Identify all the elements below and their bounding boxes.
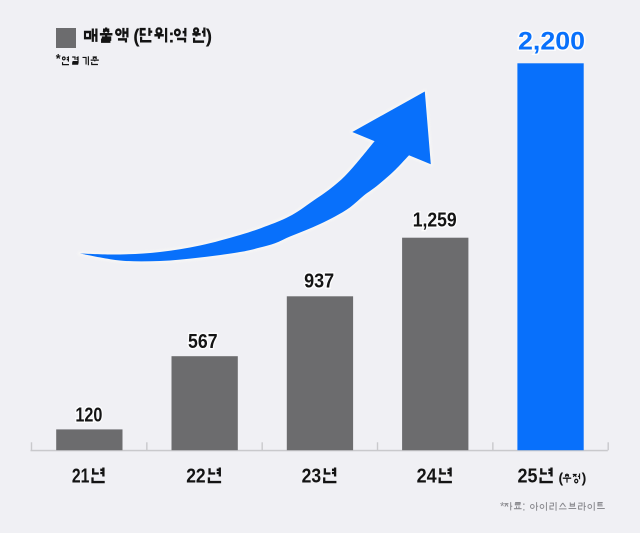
svg-text:*: * bbox=[500, 502, 505, 514]
svg-text::: : bbox=[522, 500, 525, 514]
svg-text:*: * bbox=[56, 52, 61, 66]
svg-text:21: 21 bbox=[72, 466, 90, 488]
svg-text:): ) bbox=[582, 470, 587, 486]
svg-text:120: 120 bbox=[75, 404, 102, 426]
svg-text:24: 24 bbox=[417, 466, 438, 488]
svg-text:22: 22 bbox=[186, 466, 206, 488]
svg-text:1,259: 1,259 bbox=[413, 210, 457, 232]
svg-text:2,200: 2,200 bbox=[518, 27, 585, 55]
svg-text:): ) bbox=[206, 27, 212, 48]
svg-text::: : bbox=[168, 27, 174, 48]
svg-text:937: 937 bbox=[304, 271, 334, 293]
svg-text:23: 23 bbox=[302, 466, 322, 488]
svg-text:25: 25 bbox=[518, 466, 538, 488]
svg-text:567: 567 bbox=[188, 331, 218, 353]
svg-text:(: ( bbox=[559, 470, 564, 486]
svg-text:(: ( bbox=[133, 27, 140, 48]
